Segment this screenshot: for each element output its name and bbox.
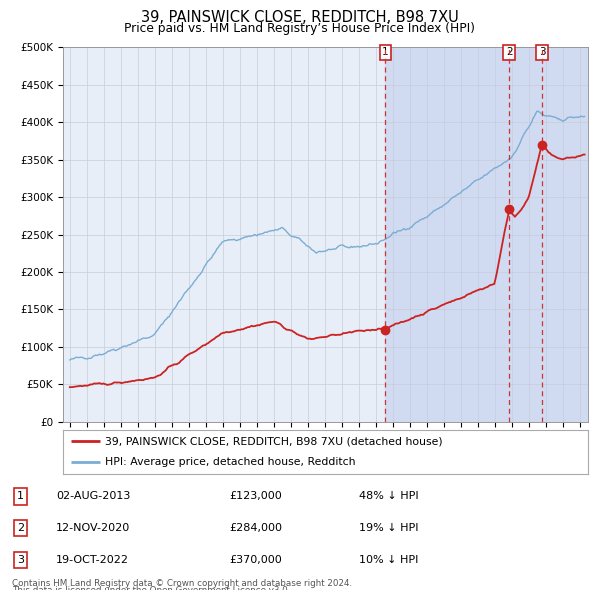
- Text: HPI: Average price, detached house, Redditch: HPI: Average price, detached house, Redd…: [105, 457, 355, 467]
- Text: £123,000: £123,000: [229, 491, 282, 502]
- Text: 10% ↓ HPI: 10% ↓ HPI: [359, 555, 418, 565]
- Text: 19% ↓ HPI: 19% ↓ HPI: [359, 523, 418, 533]
- Text: 2: 2: [506, 47, 512, 57]
- Text: 2: 2: [17, 523, 24, 533]
- Text: 02-AUG-2013: 02-AUG-2013: [56, 491, 130, 502]
- Bar: [385, 47, 588, 422]
- Text: 12-NOV-2020: 12-NOV-2020: [56, 523, 130, 533]
- Text: 19-OCT-2022: 19-OCT-2022: [56, 555, 129, 565]
- Text: 1: 1: [17, 491, 24, 502]
- Text: 48% ↓ HPI: 48% ↓ HPI: [359, 491, 418, 502]
- Text: 3: 3: [539, 47, 545, 57]
- Text: 1: 1: [382, 47, 389, 57]
- Text: Contains HM Land Registry data © Crown copyright and database right 2024.: Contains HM Land Registry data © Crown c…: [12, 579, 352, 588]
- Text: 3: 3: [17, 555, 24, 565]
- Text: Price paid vs. HM Land Registry’s House Price Index (HPI): Price paid vs. HM Land Registry’s House …: [125, 22, 476, 35]
- Text: 39, PAINSWICK CLOSE, REDDITCH, B98 7XU (detached house): 39, PAINSWICK CLOSE, REDDITCH, B98 7XU (…: [105, 437, 443, 447]
- Text: £284,000: £284,000: [229, 523, 283, 533]
- Text: This data is licensed under the Open Government Licence v3.0.: This data is licensed under the Open Gov…: [12, 586, 290, 590]
- Text: 39, PAINSWICK CLOSE, REDDITCH, B98 7XU: 39, PAINSWICK CLOSE, REDDITCH, B98 7XU: [141, 10, 459, 25]
- Text: £370,000: £370,000: [229, 555, 282, 565]
